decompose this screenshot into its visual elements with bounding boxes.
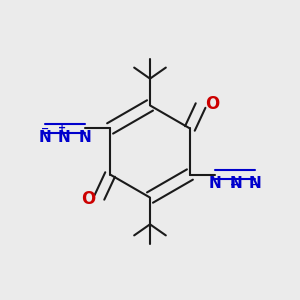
Text: +: + [230,180,238,190]
Text: N: N [58,130,70,145]
Text: O: O [205,95,219,113]
Text: N: N [79,130,91,145]
Text: −: − [41,124,49,134]
Text: N: N [38,130,51,145]
Text: −: − [251,180,259,190]
Text: N: N [209,176,221,191]
Text: N: N [249,176,262,191]
Text: O: O [81,190,95,208]
Text: N: N [230,176,242,191]
Text: +: + [58,124,67,134]
